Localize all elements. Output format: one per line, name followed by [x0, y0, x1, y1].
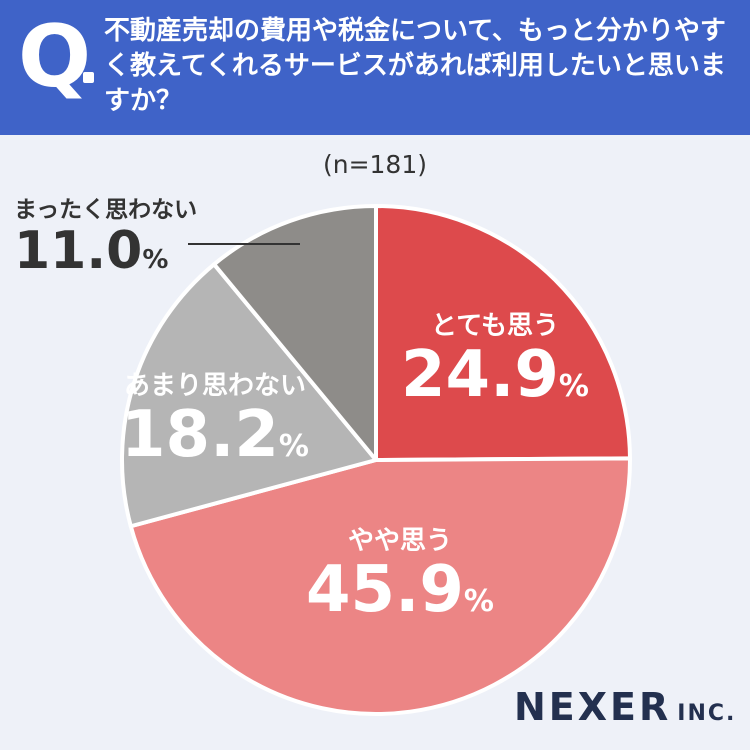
pie-slice-1 [374, 204, 632, 462]
slice-4-value: 11.0% [14, 221, 169, 281]
slice-1-value: 24.9% [401, 338, 589, 412]
logo-main: NEXER [514, 685, 672, 729]
slice-2-value: 45.9% [306, 553, 494, 627]
q-mark: Q [18, 7, 91, 107]
question-header: Q 不動産売却の費用や税金について、もっと分かりやすく教えてくれるサービスがあれ… [0, 0, 750, 135]
pie-slice-2 [128, 456, 632, 716]
logo-sub: INC. [677, 701, 737, 726]
slice-label-1: とても思う 24.9% [395, 305, 595, 409]
q-dot [83, 72, 94, 83]
pie-slice-4 [212, 204, 378, 462]
slice-label-3: あまり思わない 18.2% [110, 365, 320, 469]
leader-line [188, 243, 300, 245]
slice-4-name: まったく思わない [14, 197, 198, 223]
slice-3-name: あまり思わない [123, 371, 306, 401]
slice-2-name: やや思う [347, 526, 452, 556]
pie-slice-3 [120, 262, 378, 529]
question-text: 不動産売却の費用や税金について、もっと分かりやすく教えてくれるサービスがあれば利… [104, 16, 726, 116]
slice-1-name: とても思う [431, 311, 559, 341]
slice-label-2: やや思う 45.9% [295, 520, 505, 624]
sample-size: (n=181) [322, 150, 428, 179]
nexer-logo: NEXER INC. [514, 685, 736, 729]
slice-label-4: まったく思わない 11.0% [14, 190, 214, 279]
slice-3-value: 18.2% [121, 398, 309, 472]
